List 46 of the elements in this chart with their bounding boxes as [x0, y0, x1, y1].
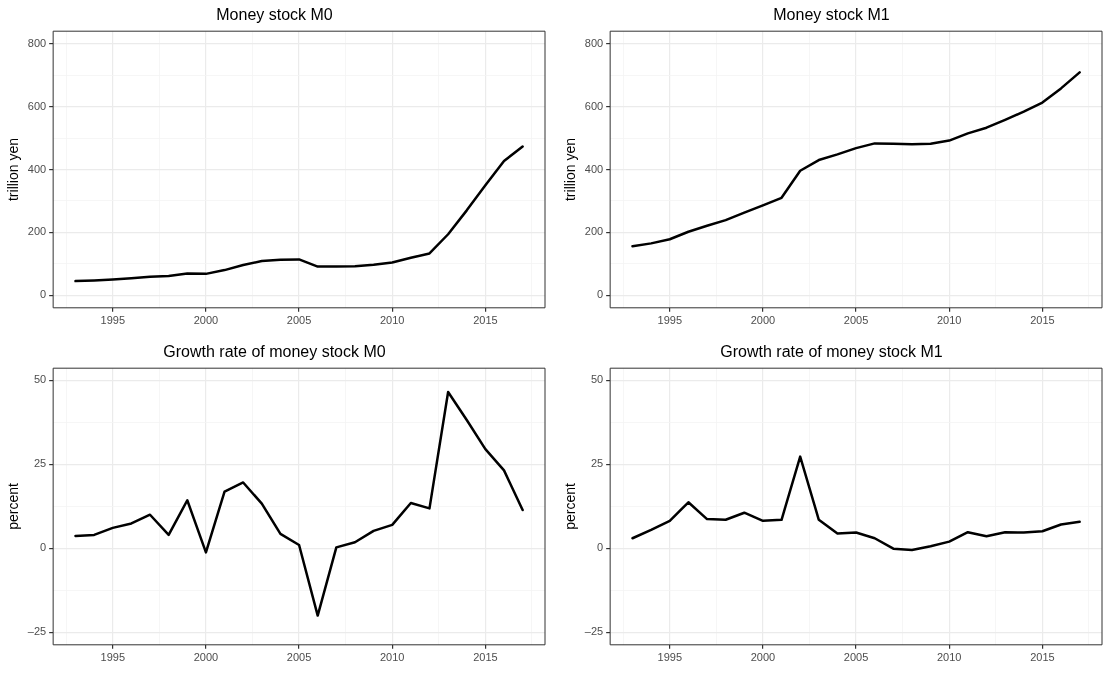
x-tick-label: 2010 — [936, 314, 962, 327]
x-tick-label: 2010 — [379, 651, 405, 664]
x-tick-label: 2000 — [750, 314, 776, 327]
x-tick-label: 2015 — [1030, 651, 1055, 664]
x-tick-label: 1995 — [100, 651, 126, 664]
y-tick-label: 50 — [590, 373, 604, 386]
y-tick-label: 800 — [584, 36, 604, 49]
x-tick-label: 2005 — [843, 651, 869, 664]
y-axis-title: trillion yen — [5, 137, 22, 202]
y-tick-label: –25 — [584, 625, 604, 638]
y-tick-label: 600 — [27, 99, 47, 112]
y-tick-label: 0 — [40, 541, 47, 554]
x-tick-label: 2010 — [379, 314, 405, 327]
y-tick-label: 200 — [584, 225, 604, 238]
y-tick-label: 25 — [590, 457, 604, 470]
y-tick-label: 50 — [33, 373, 47, 386]
x-tick-label: 2005 — [286, 314, 312, 327]
y-tick-label: 800 — [27, 36, 47, 49]
x-tick-label: 2015 — [473, 314, 498, 327]
y-tick-label: 600 — [584, 99, 604, 112]
y-axis-title: percent — [562, 483, 579, 530]
x-tick-label: 1995 — [657, 314, 683, 327]
x-tick-label: 2015 — [1030, 314, 1055, 327]
y-axis-title: percent — [5, 483, 22, 530]
y-axis-title: trillion yen — [562, 137, 579, 202]
chart-title: Money stock M0 — [216, 6, 333, 24]
x-tick-label: 2000 — [193, 651, 219, 664]
x-tick-label: 2015 — [473, 651, 498, 664]
chart-title: Growth rate of money stock M1 — [720, 343, 943, 361]
y-tick-label: –25 — [27, 625, 47, 638]
x-tick-label: 2000 — [193, 314, 219, 327]
y-tick-label: 0 — [40, 288, 47, 301]
y-tick-label: 0 — [597, 288, 604, 301]
y-tick-label: 400 — [27, 162, 47, 175]
x-tick-label: 2010 — [936, 651, 962, 664]
chart-title: Money stock M1 — [773, 6, 890, 24]
y-tick-label: 400 — [584, 162, 604, 175]
chart-title: Growth rate of money stock M0 — [163, 343, 386, 361]
x-tick-label: 2005 — [843, 314, 869, 327]
x-tick-label: 2005 — [286, 651, 312, 664]
y-tick-label: 200 — [27, 225, 47, 238]
x-tick-label: 2000 — [750, 651, 776, 664]
y-tick-label: 0 — [597, 541, 604, 554]
x-tick-label: 1995 — [100, 314, 126, 327]
y-tick-label: 25 — [33, 457, 47, 470]
x-tick-label: 1995 — [657, 651, 683, 664]
